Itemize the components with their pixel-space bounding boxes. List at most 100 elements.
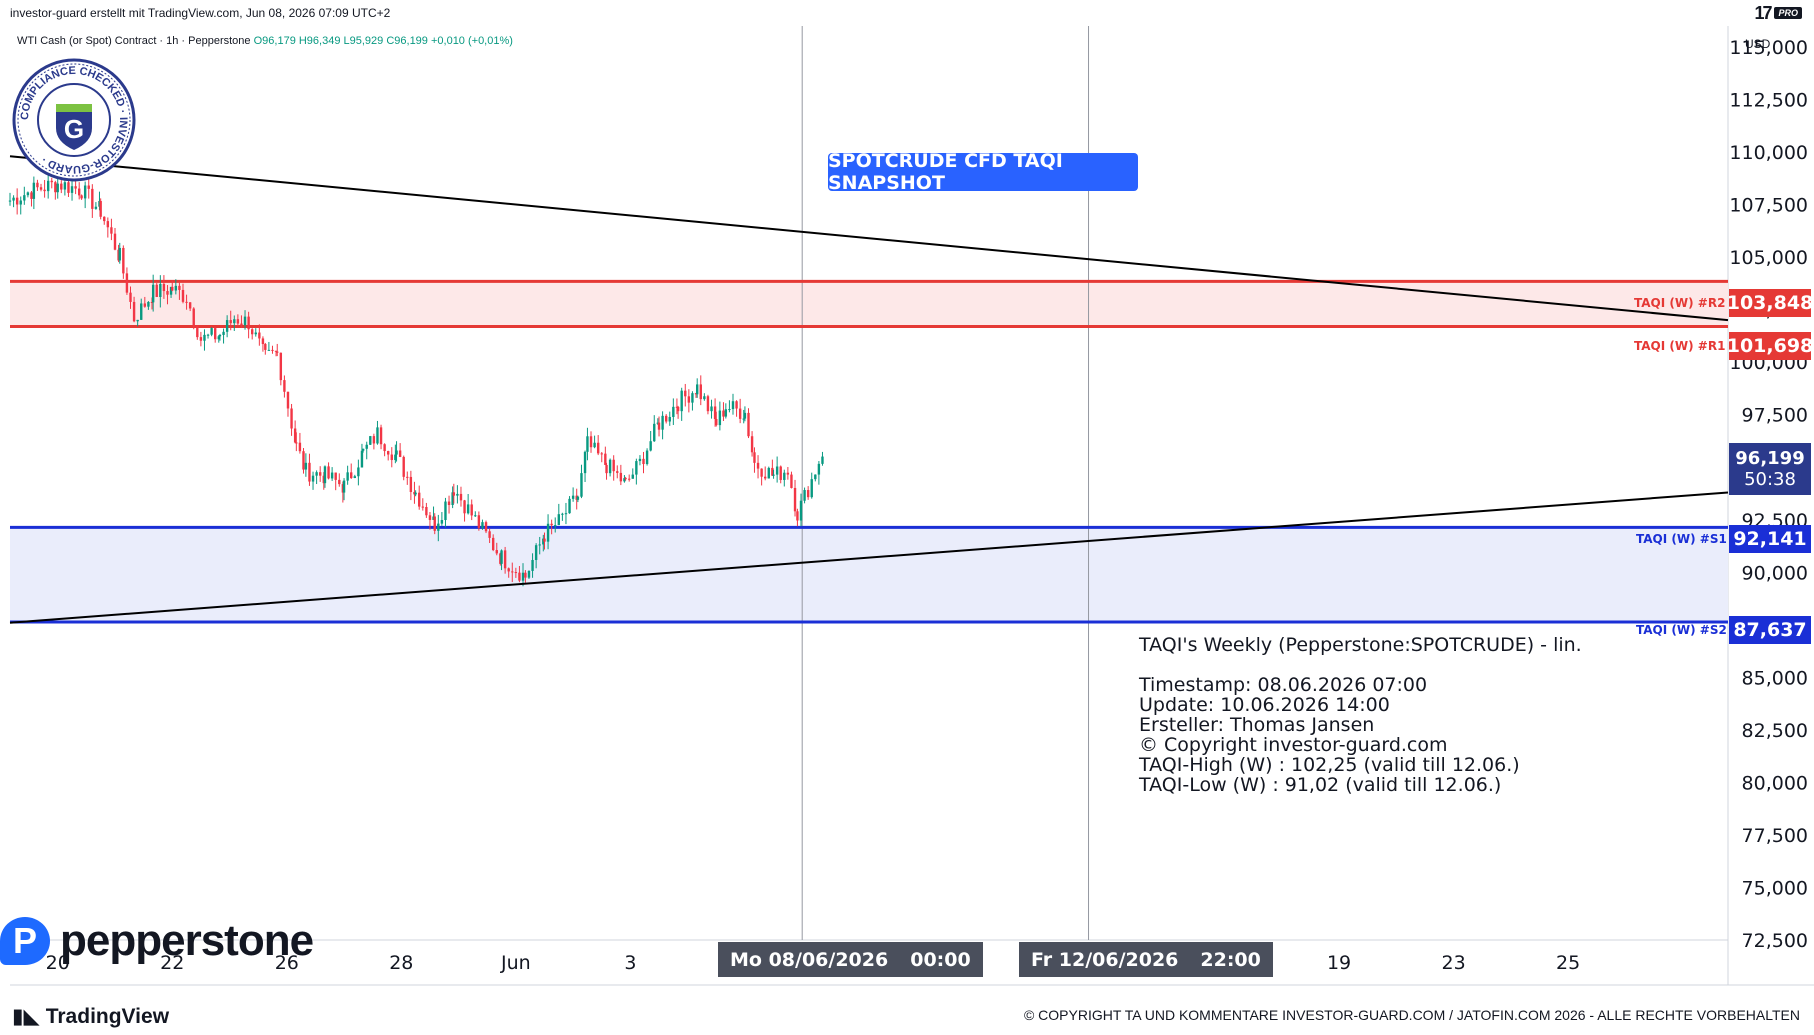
pepperstone-wordmark: pepperstone bbox=[60, 916, 314, 965]
candle-body bbox=[125, 273, 129, 293]
candle-body bbox=[452, 492, 456, 496]
candle-body bbox=[169, 286, 173, 295]
resistance-zone bbox=[10, 281, 1728, 327]
candle-body bbox=[623, 478, 626, 482]
candle-body bbox=[361, 448, 365, 451]
candle-body bbox=[36, 182, 39, 188]
candle-body bbox=[386, 451, 390, 455]
candle-body bbox=[267, 349, 271, 351]
trendline-2 bbox=[9, 491, 1729, 624]
candle-body bbox=[814, 474, 817, 480]
candle-body bbox=[264, 344, 267, 350]
candle-body bbox=[185, 301, 188, 303]
candle-body bbox=[395, 450, 398, 455]
candle-body bbox=[518, 572, 521, 581]
y-tick-label: 110,000 bbox=[1729, 142, 1808, 164]
candle-body bbox=[718, 410, 722, 426]
candle-body bbox=[254, 332, 257, 335]
candle-body bbox=[365, 444, 368, 449]
candle-body bbox=[32, 182, 36, 199]
candle-body bbox=[118, 247, 121, 261]
candle-body bbox=[129, 292, 132, 302]
candle-body bbox=[703, 396, 706, 400]
candle-body bbox=[293, 428, 297, 443]
tradingview-footer-logo[interactable]: ▮◣ TradingView bbox=[12, 1004, 169, 1029]
candle-body bbox=[627, 478, 631, 480]
candle-body bbox=[113, 233, 117, 250]
symbol-legend[interactable]: WTI Cash (or Spot) Contract · 1h · Peppe… bbox=[17, 35, 513, 47]
candle-body bbox=[418, 492, 421, 507]
candles-group bbox=[8, 172, 824, 587]
candle-body bbox=[210, 328, 213, 335]
candle-body bbox=[743, 412, 747, 419]
candle-body bbox=[661, 415, 664, 430]
candle-body bbox=[722, 410, 725, 417]
level-name-r2: TAQI (W) #R2 bbox=[1634, 296, 1726, 310]
candle-body bbox=[372, 436, 376, 444]
candle-body bbox=[580, 473, 583, 497]
candle-body bbox=[724, 409, 728, 417]
candle-body bbox=[12, 197, 15, 201]
crosshair-date-tag-right: Fr 12/06/2026 22:00 bbox=[1019, 942, 1273, 977]
candle-body bbox=[756, 462, 760, 469]
candle-body bbox=[233, 319, 236, 324]
candle-body bbox=[810, 479, 813, 498]
tradingview-wordmark: TradingView bbox=[45, 1004, 170, 1028]
candle-body bbox=[166, 291, 169, 295]
info-line-author: Ersteller: Thomas Jansen bbox=[1139, 714, 1375, 736]
candle-body bbox=[162, 284, 166, 292]
candle-body bbox=[550, 523, 553, 526]
candle-body bbox=[503, 550, 507, 569]
y-tick-label: 90,000 bbox=[1742, 562, 1808, 584]
candle-body bbox=[500, 550, 503, 564]
x-tick-label: 3 bbox=[624, 952, 636, 974]
y-tick-label: 85,000 bbox=[1742, 667, 1808, 689]
candle-body bbox=[817, 463, 821, 475]
candle-body bbox=[638, 458, 642, 462]
level-name-s1: TAQI (W) #S1 bbox=[1636, 532, 1727, 546]
candle-body bbox=[203, 334, 206, 341]
candle-body bbox=[151, 284, 155, 303]
date-left: Mo 08/06/2026 bbox=[730, 948, 889, 971]
candle-body bbox=[250, 329, 254, 335]
candle-body bbox=[538, 544, 541, 546]
info-line-blank bbox=[1139, 655, 1582, 675]
y-tick-label: 82,500 bbox=[1742, 720, 1808, 742]
candle-body bbox=[271, 349, 274, 351]
candle-body bbox=[26, 192, 30, 196]
candle-body bbox=[302, 451, 305, 470]
candle-body bbox=[696, 384, 699, 395]
candle-body bbox=[222, 331, 225, 335]
candle-body bbox=[357, 467, 360, 477]
candle-body bbox=[534, 545, 538, 560]
info-box: TAQI's Weekly (Pepperstone:SPOTCRUDE) - … bbox=[1139, 635, 1582, 795]
candle-body bbox=[274, 350, 278, 352]
candle-body bbox=[706, 396, 710, 412]
candle-body bbox=[308, 462, 311, 482]
info-line-timestamp: Timestamp: 08.06.2026 07:00 bbox=[1139, 674, 1428, 696]
currency-label: USD bbox=[1745, 37, 1771, 51]
candle-body bbox=[488, 531, 491, 538]
candle-body bbox=[680, 390, 683, 412]
badge-letter: G bbox=[64, 114, 84, 144]
candle-body bbox=[279, 352, 283, 381]
candle-body bbox=[554, 525, 557, 527]
candle-body bbox=[376, 427, 379, 444]
candle-body bbox=[217, 336, 220, 340]
candle-body bbox=[605, 464, 608, 474]
candle-body bbox=[298, 442, 302, 452]
pepperstone-watermark: P pepperstone bbox=[0, 916, 314, 966]
price-tag-r2: 103,848 bbox=[1727, 289, 1813, 317]
candle-body bbox=[657, 422, 661, 430]
candle-body bbox=[440, 520, 444, 524]
candle-body bbox=[691, 393, 694, 403]
candle-body bbox=[437, 523, 440, 531]
candle-body bbox=[46, 180, 50, 192]
info-line-title: TAQI's Weekly (Pepperstone:SPOTCRUDE) - … bbox=[1139, 634, 1582, 656]
last-price-value: 96,199 bbox=[1735, 448, 1805, 469]
tradingview-pro-logo: 17 PRO bbox=[1754, 3, 1802, 23]
candle-body bbox=[236, 319, 240, 324]
candle-body bbox=[19, 200, 22, 205]
candle-body bbox=[619, 472, 623, 482]
candle-body bbox=[796, 511, 799, 521]
